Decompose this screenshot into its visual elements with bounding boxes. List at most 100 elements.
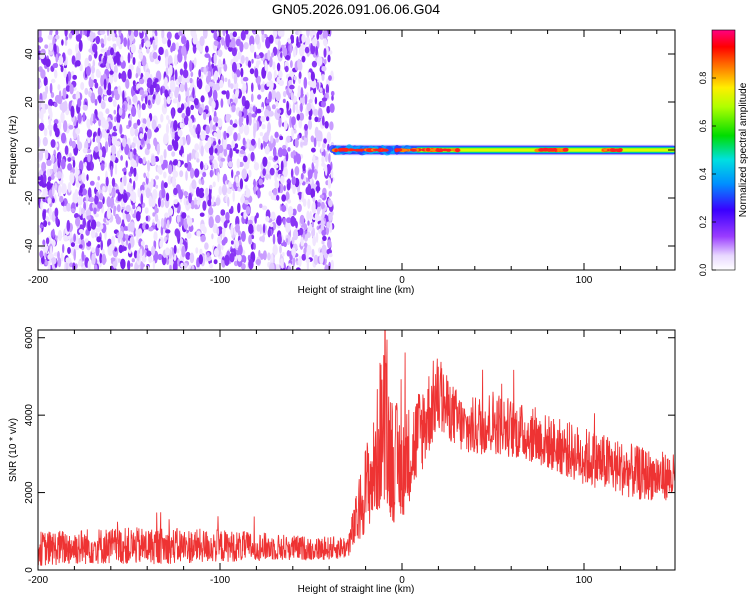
heatmap-cell <box>219 79 224 89</box>
heatmap-cell <box>229 252 235 263</box>
heatmap-cell <box>155 175 159 180</box>
heatmap-cell <box>159 154 164 165</box>
heatmap-cell <box>322 30 328 40</box>
heatmap-cell <box>48 118 52 126</box>
heatmap-cell <box>87 122 91 131</box>
heatmap-cell <box>217 118 223 128</box>
heatmap-cell <box>127 101 133 112</box>
heatmap-cell <box>123 246 127 251</box>
heatmap-cell <box>211 233 214 240</box>
heatmap-cell <box>250 138 256 146</box>
heatmap-cell <box>280 267 286 270</box>
heatmap-cell <box>152 39 156 48</box>
heatmap-cell <box>213 161 218 170</box>
heatmap-cell <box>146 171 150 179</box>
heatmap-cell <box>216 227 220 236</box>
heatmap-cell <box>285 221 291 233</box>
heatmap-cell <box>272 61 276 70</box>
heatmap-cell <box>195 186 201 197</box>
heatmap-cell <box>253 123 258 133</box>
heatmap-cell <box>151 119 157 130</box>
heatmap-cell <box>114 116 117 123</box>
heatmap-cell <box>105 108 110 115</box>
heatmap-cell <box>89 196 95 203</box>
heatmap-cell <box>44 149 49 160</box>
heatmap-cell <box>77 134 80 146</box>
heatmap-cell <box>48 42 54 52</box>
heatmap-cell <box>182 69 189 79</box>
heatmap-cell <box>301 191 304 203</box>
heatmap-cell <box>136 249 140 262</box>
heatmap-cell <box>271 104 276 110</box>
heatmap-cell <box>100 38 104 45</box>
heatmap-cell <box>118 30 122 37</box>
heatmap-cell <box>132 136 138 144</box>
heatmap-cell <box>123 226 129 231</box>
heatmap-cell <box>238 116 243 128</box>
heatmap-cell <box>155 207 159 214</box>
heatmap-cell <box>58 185 62 197</box>
heatmap-cell <box>176 214 181 224</box>
heatmap-cell <box>38 66 43 73</box>
heatmap-cell <box>82 217 86 229</box>
heatmap-cell <box>278 79 284 87</box>
heatmap-cell <box>89 180 95 186</box>
heatmap-cell <box>306 231 311 238</box>
heatmap-cell <box>307 169 313 180</box>
heatmap-cell <box>173 199 178 205</box>
snr-xlabel: Height of straight line (km) <box>298 584 415 595</box>
heatmap-cell <box>223 147 228 157</box>
heatmap-cell <box>64 30 68 37</box>
heatmap-cell <box>87 154 91 163</box>
heatmap-cell <box>328 75 332 81</box>
heatmap-cell <box>313 202 316 213</box>
heatmap-cell <box>292 255 296 267</box>
heatmap-cell <box>213 116 219 123</box>
heatmap-cell <box>243 155 248 163</box>
heatmap-cell <box>304 94 308 105</box>
heatmap-cell <box>94 264 98 270</box>
heatmap-cell <box>108 75 114 85</box>
heatmap-cell <box>78 244 83 249</box>
heatmap-cell <box>321 97 328 102</box>
heatmap-cell <box>101 128 106 139</box>
heatmap-cell <box>230 240 234 245</box>
heatmap-cell <box>60 65 64 73</box>
heatmap-cell <box>269 223 274 228</box>
heatmap-cell <box>52 228 55 238</box>
heatmap-cell <box>202 30 208 39</box>
heatmap-cell <box>223 63 228 72</box>
heatmap-cell <box>183 115 189 126</box>
heatmap-cell <box>330 90 335 97</box>
heatmap-cell <box>198 254 203 265</box>
heatmap-cell <box>235 149 240 154</box>
heatmap-cell <box>97 244 101 249</box>
heatmap-cell <box>81 172 86 183</box>
heatmap-cell <box>147 99 151 106</box>
heatmap-cell <box>47 34 53 40</box>
heatmap-cell <box>221 184 228 196</box>
heatmap-cell <box>296 113 301 121</box>
heatmap-cell <box>290 215 296 227</box>
heatmap-cell <box>65 36 68 41</box>
heatmap-cell <box>60 252 64 262</box>
heatmap-cell <box>205 124 210 135</box>
heatmap-cell <box>67 182 72 193</box>
snr-xtick-label: -200 <box>28 575 48 586</box>
heatmap-cell <box>313 108 319 116</box>
heatmap-cell <box>312 196 316 203</box>
colorbar-tick-label: 0.2 <box>698 216 708 229</box>
heatmap-cell <box>305 250 309 262</box>
heatmap-cell <box>149 84 154 96</box>
heatmap-cell <box>117 234 121 244</box>
heatmap-cell <box>112 43 117 48</box>
heatmap-cell <box>91 253 95 265</box>
heatmap-cell <box>86 215 91 220</box>
heatmap-cell <box>156 143 160 155</box>
heatmap-cell <box>325 84 330 95</box>
heatmap-cell <box>292 47 297 58</box>
heatmap-cell <box>205 187 209 197</box>
heatmap-cell <box>91 65 95 74</box>
heatmap-cell <box>280 175 285 184</box>
heatmap-cell <box>231 104 236 113</box>
